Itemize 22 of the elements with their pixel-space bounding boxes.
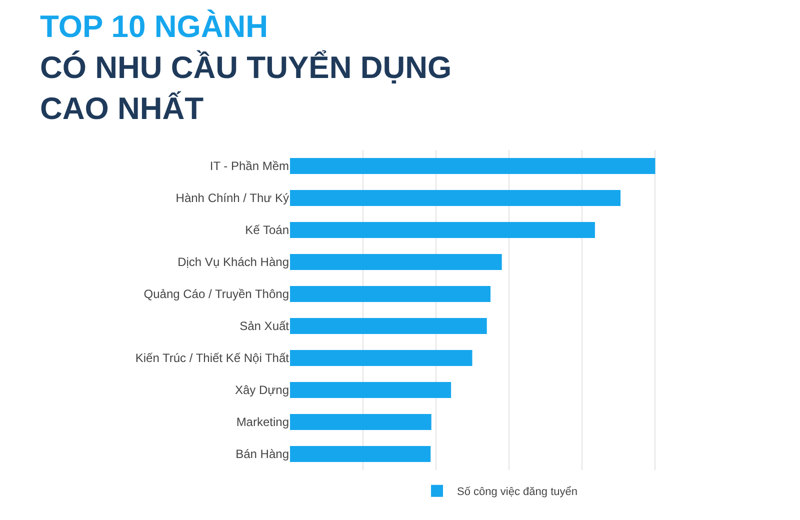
bar	[290, 318, 487, 334]
bar	[290, 414, 432, 430]
y-tick-label: Sản Xuất	[240, 319, 290, 334]
y-tick-label: Bán Hàng	[236, 447, 289, 462]
chart-title: TOP 10 NGÀNH CÓ NHU CẦU TUYỂN DỤNG CAO NHẤT	[40, 8, 452, 128]
y-tick-label: Xây Dựng	[234, 383, 289, 398]
y-tick-label: IT - Phần Mềm	[210, 159, 289, 174]
y-tick-label: Quảng Cáo / Truyền Thông	[144, 287, 289, 302]
legend-label: Số công việc đăng tuyển	[457, 486, 578, 498]
y-tick-label: Dịch Vụ Khách Hàng	[178, 255, 289, 270]
bar	[290, 190, 621, 206]
y-tick-label: Marketing	[236, 415, 289, 430]
bar	[290, 382, 452, 398]
bar	[290, 446, 431, 462]
y-tick-label: Kế Toán	[245, 223, 289, 238]
y-tick-label: Kiến Trúc / Thiết Kế Nội Thất	[135, 351, 290, 366]
bar	[290, 254, 502, 270]
bar	[290, 158, 656, 174]
bar	[290, 286, 490, 302]
bar	[290, 350, 472, 366]
bar	[290, 222, 595, 238]
y-tick-label: Hành Chính / Thư Ký	[176, 191, 289, 206]
